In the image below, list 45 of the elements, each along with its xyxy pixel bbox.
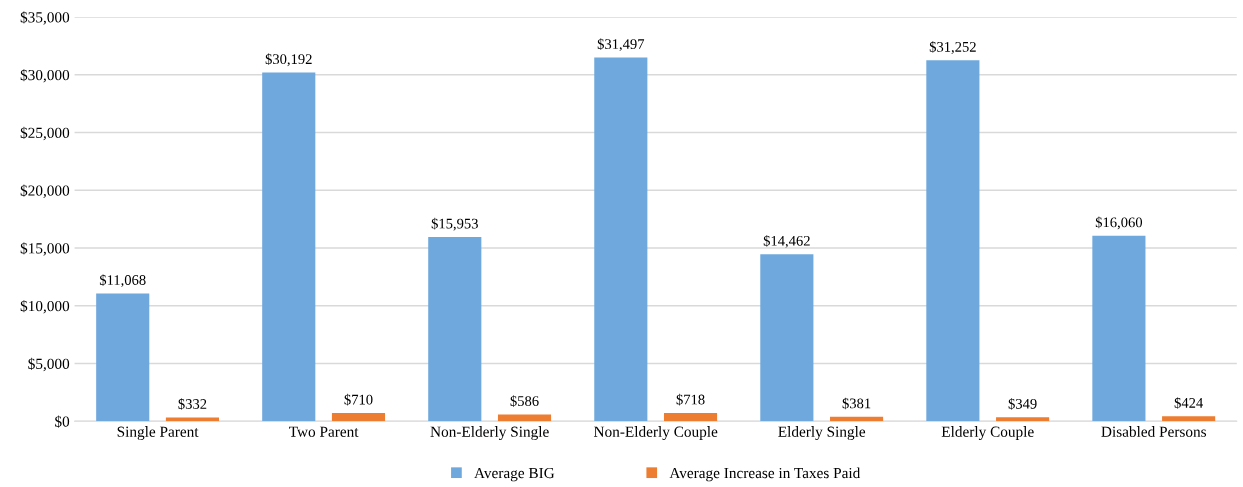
data-label: $30,192 [265, 53, 312, 67]
y-tick-label: $25,000 [20, 126, 70, 141]
x-tick-label: Elderly Couple [941, 426, 1034, 441]
y-tick-label: $10,000 [20, 300, 70, 314]
data-label: $16,060 [1095, 216, 1143, 230]
y-tick-label: $35,000 [20, 11, 70, 25]
x-tick-label: Two Parent [289, 426, 359, 437]
data-label: $14,462 [763, 235, 810, 248]
bar [165, 417, 220, 422]
bar [96, 293, 150, 422]
data-label: $586 [510, 395, 539, 407]
bar [262, 72, 316, 422]
legend-label: Average BIG [474, 467, 555, 482]
bar [760, 254, 814, 422]
x-tick-label: Non-Elderly Single [430, 426, 549, 441]
bar [1092, 235, 1146, 422]
data-label: $710 [344, 393, 373, 406]
bar [996, 417, 1050, 422]
data-label: $31,252 [929, 41, 976, 54]
bar [663, 412, 718, 422]
x-tick-label: Disabled Persons [1101, 426, 1207, 437]
y-tick-label: $15,000 [20, 242, 70, 256]
bar [331, 413, 386, 422]
y-tick-label: $30,000 [20, 69, 70, 83]
bar [497, 414, 552, 422]
bar [830, 416, 884, 422]
bar [1162, 416, 1216, 422]
data-label: $718 [676, 393, 705, 406]
legend-label: Average Increase in Taxes Paid [669, 467, 861, 482]
data-label: $11,068 [99, 274, 146, 288]
x-tick-label: Elderly Single [778, 426, 866, 441]
bar [926, 60, 980, 422]
data-label: $31,497 [597, 38, 645, 52]
data-label: $15,953 [431, 217, 478, 231]
y-tick-label: $5,000 [28, 357, 70, 372]
bar [428, 237, 482, 422]
data-label: $424 [1174, 397, 1203, 409]
bar [594, 57, 648, 422]
x-tick-label: Non-Elderly Couple [593, 426, 718, 441]
data-label: $332 [178, 398, 207, 410]
data-label: $381 [842, 397, 871, 410]
x-tick-label: Single Parent [117, 426, 199, 441]
y-tick-label: $0 [55, 415, 70, 428]
y-tick-label: $20,000 [20, 184, 70, 198]
data-label: $349 [1008, 398, 1037, 410]
